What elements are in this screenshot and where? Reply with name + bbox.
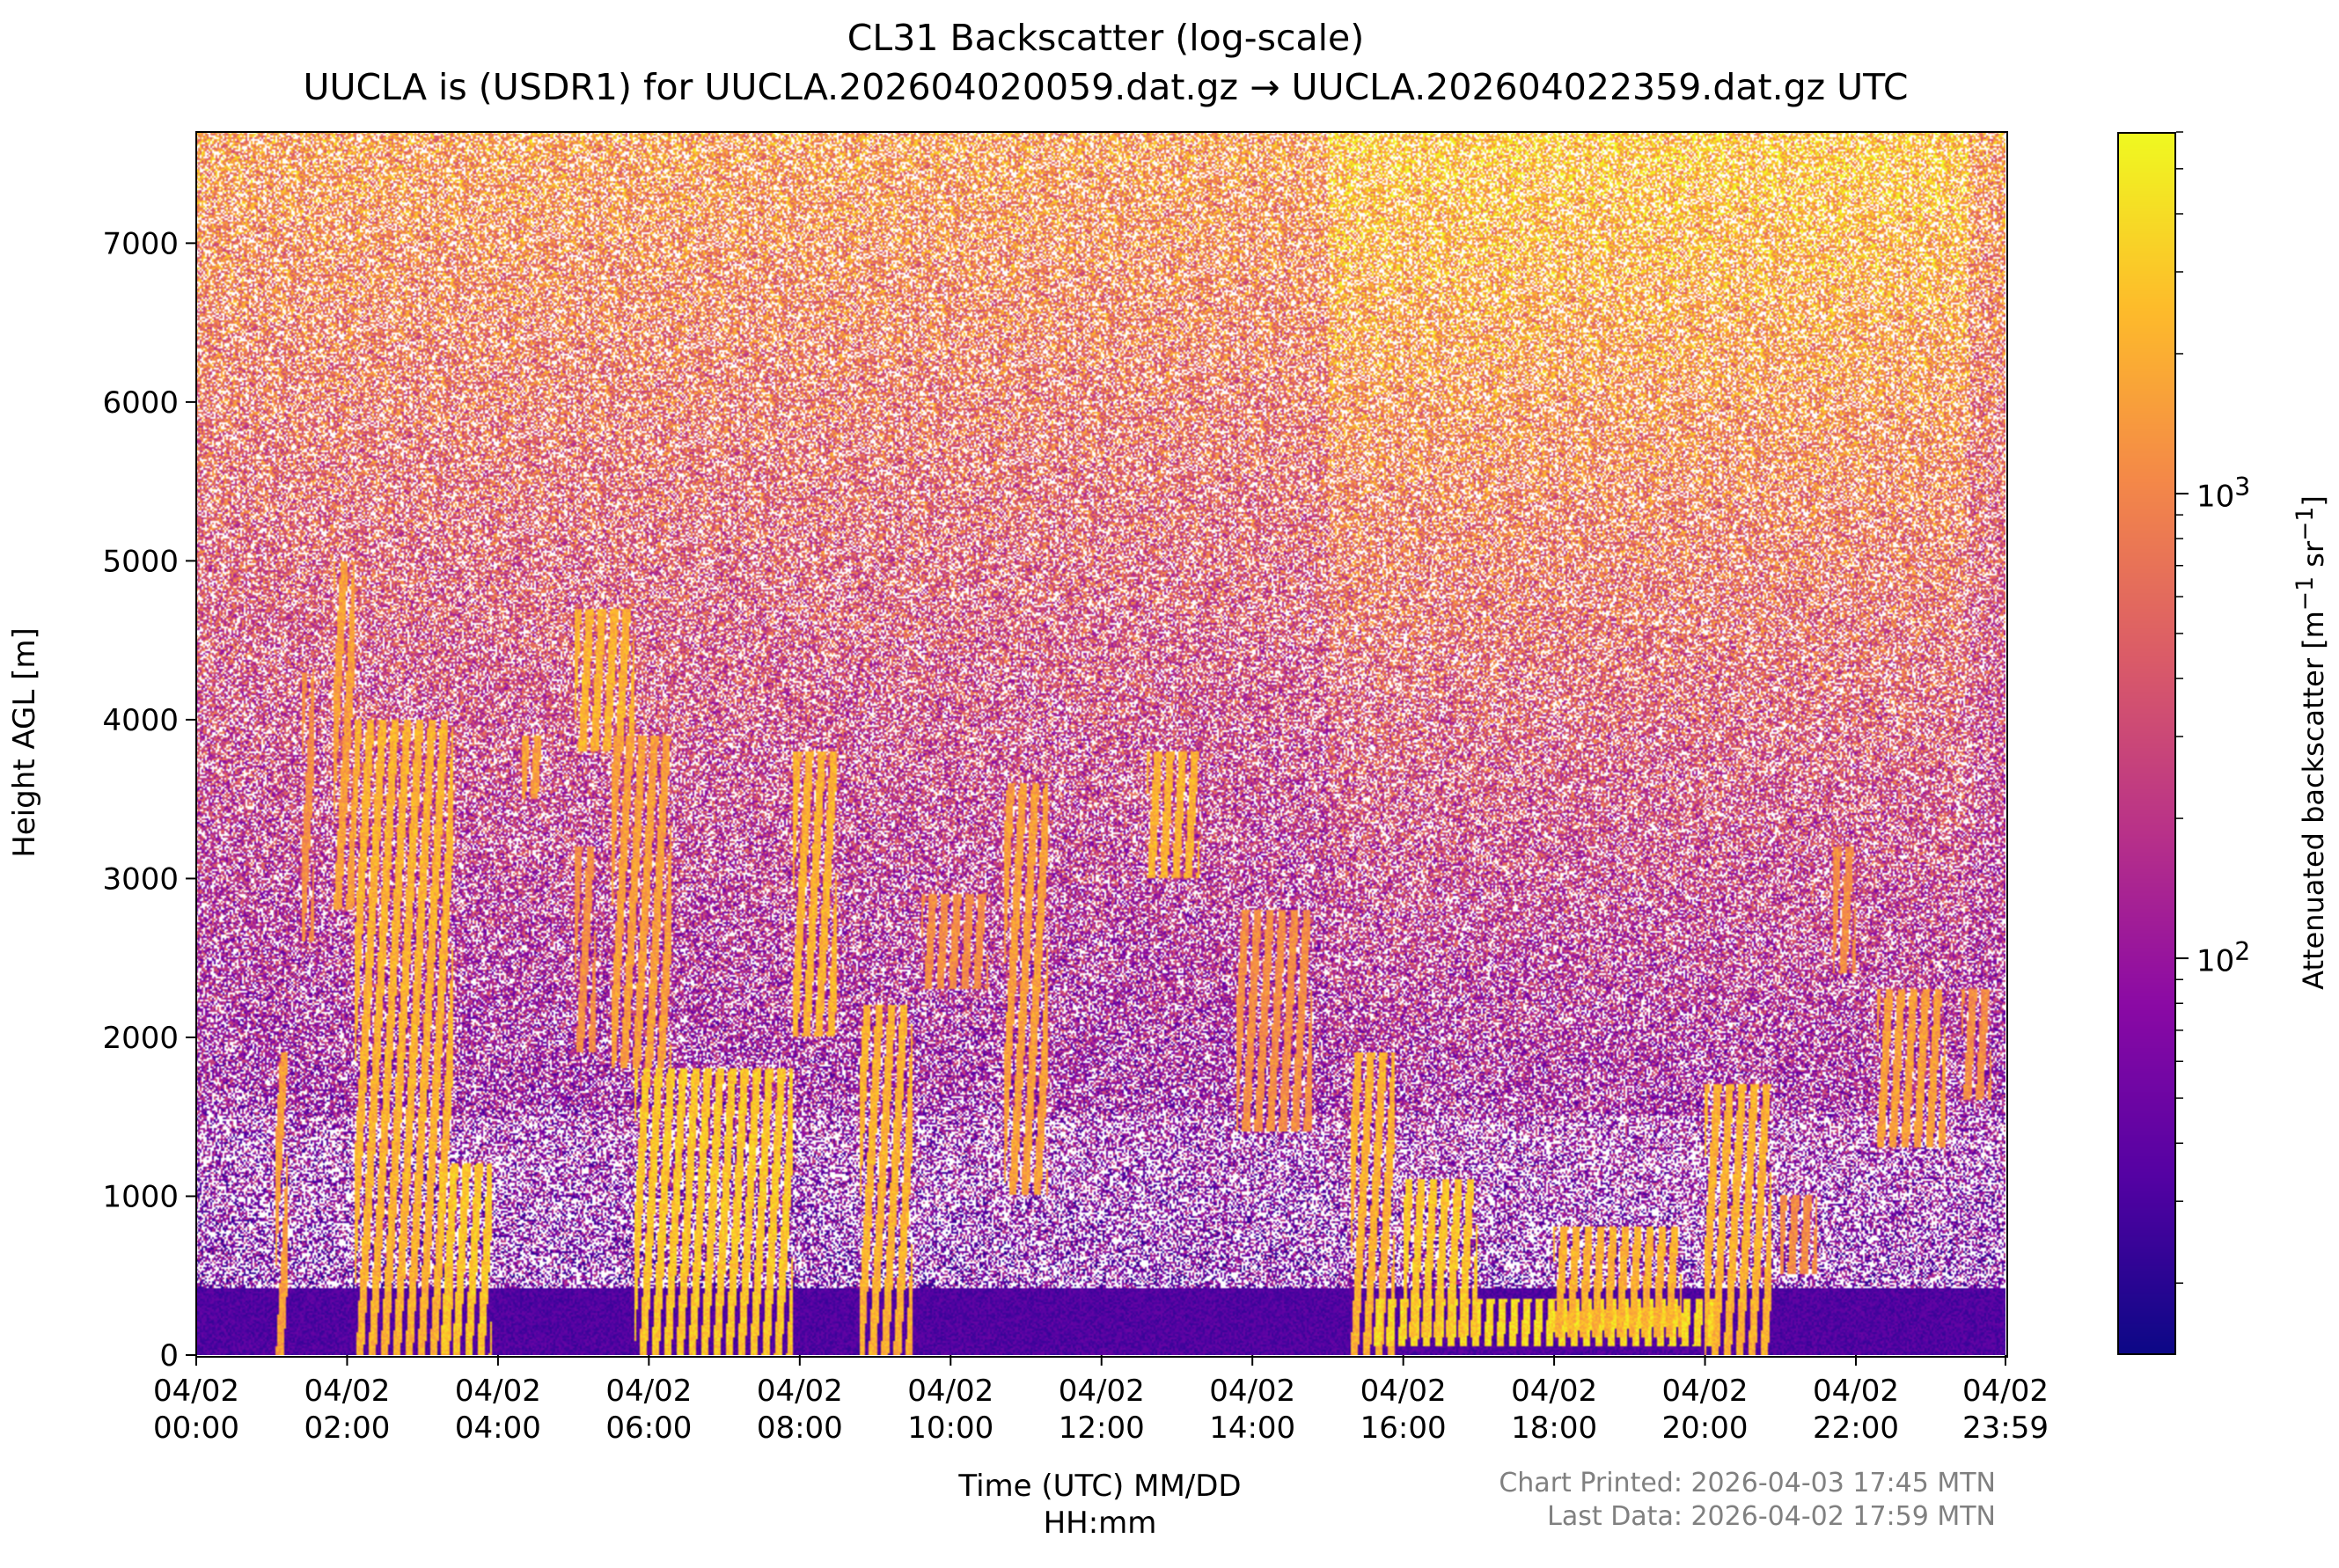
backscatter-plot-area [196, 132, 2005, 1355]
y-tick-label: 0 [159, 1338, 179, 1374]
x-tick-time: 02:00 [304, 1410, 390, 1446]
y-tick-label: 7000 [102, 226, 179, 261]
x-tick-time: 08:00 [757, 1410, 843, 1446]
colorbar-label-end: ] [2296, 495, 2330, 507]
x-tick-time: 18:00 [1511, 1410, 1597, 1446]
colorbar-label-sr: sr [2296, 540, 2330, 576]
colorbar-tick-exp: 2 [2234, 937, 2251, 967]
y-tick-label: 5000 [102, 544, 179, 579]
chart-subtitle: UUCLA is (USDR1) for UUCLA.202604020059.… [303, 66, 1909, 108]
x-tick-date: 04/02 [1209, 1374, 1295, 1409]
colorbar-tick-base: 10 [2196, 479, 2235, 515]
x-tick-time: 12:00 [1059, 1410, 1145, 1446]
last-data-note: Last Data: 2026-04-02 17:59 MTN [1547, 1501, 1996, 1532]
x-tick-date: 04/02 [1511, 1374, 1597, 1409]
colorbar-tick-exp: 3 [2234, 472, 2251, 502]
y-tick-label: 6000 [102, 385, 179, 421]
x-tick-date: 04/02 [1662, 1374, 1749, 1409]
chart-printed-note: Chart Printed: 2026-04-03 17:45 MTN [1499, 1468, 1996, 1498]
x-tick-date: 04/02 [455, 1374, 541, 1409]
x-tick-date: 04/02 [757, 1374, 843, 1409]
y-axis-label: Height AGL [m] [7, 627, 42, 858]
x-tick-time: 10:00 [907, 1410, 994, 1446]
x-tick-time: 06:00 [605, 1410, 692, 1446]
chart-title: CL31 Backscatter (log-scale) [847, 17, 1365, 59]
x-tick-date: 04/02 [907, 1374, 994, 1409]
colorbar-label-text: Attenuated backscatter [m [2296, 611, 2330, 990]
y-tick-label: 4000 [102, 703, 179, 738]
x-tick-time: 14:00 [1209, 1410, 1295, 1446]
backscatter-heatmap [196, 132, 2005, 1355]
colorbar-label-exp2: −1 [2291, 506, 2320, 541]
colorbar-tick-base: 10 [2196, 943, 2235, 979]
colorbar-label-exp1: −1 [2291, 575, 2320, 612]
x-tick-time: 22:00 [1813, 1410, 1899, 1446]
colorbar-tick-1000: 103 [2196, 473, 2250, 514]
x-tick-date: 04/02 [304, 1374, 390, 1409]
x-tick-date: 04/02 [1813, 1374, 1899, 1409]
x-tick-date: 04/02 [1360, 1374, 1447, 1409]
x-tick-time: 16:00 [1360, 1410, 1447, 1446]
x-tick-time: 00:00 [153, 1410, 239, 1446]
x-tick-time: 04:00 [455, 1410, 541, 1446]
y-tick-label: 2000 [102, 1021, 179, 1056]
y-tick-label: 1000 [102, 1179, 179, 1214]
colorbar-tick-100: 102 [2196, 937, 2250, 978]
x-axis-label-line1: Time (UTC) MM/DD [958, 1469, 1242, 1504]
x-tick-time: 23:59 [1962, 1410, 2049, 1446]
x-tick-time: 20:00 [1662, 1410, 1749, 1446]
x-tick-date: 04/02 [605, 1374, 692, 1409]
x-tick-date: 04/02 [1059, 1374, 1145, 1409]
colorbar-label: Attenuated backscatter [m−1 sr−1] [2291, 495, 2330, 990]
y-tick-label: 3000 [102, 861, 179, 897]
x-tick-date: 04/02 [1962, 1374, 2049, 1409]
x-axis-label-line2: HH:mm [1043, 1506, 1157, 1541]
x-axis-label: Time (UTC) MM/DD HH:mm [880, 1468, 1320, 1542]
x-tick-date: 04/02 [153, 1374, 239, 1409]
colorbar [2117, 132, 2176, 1355]
